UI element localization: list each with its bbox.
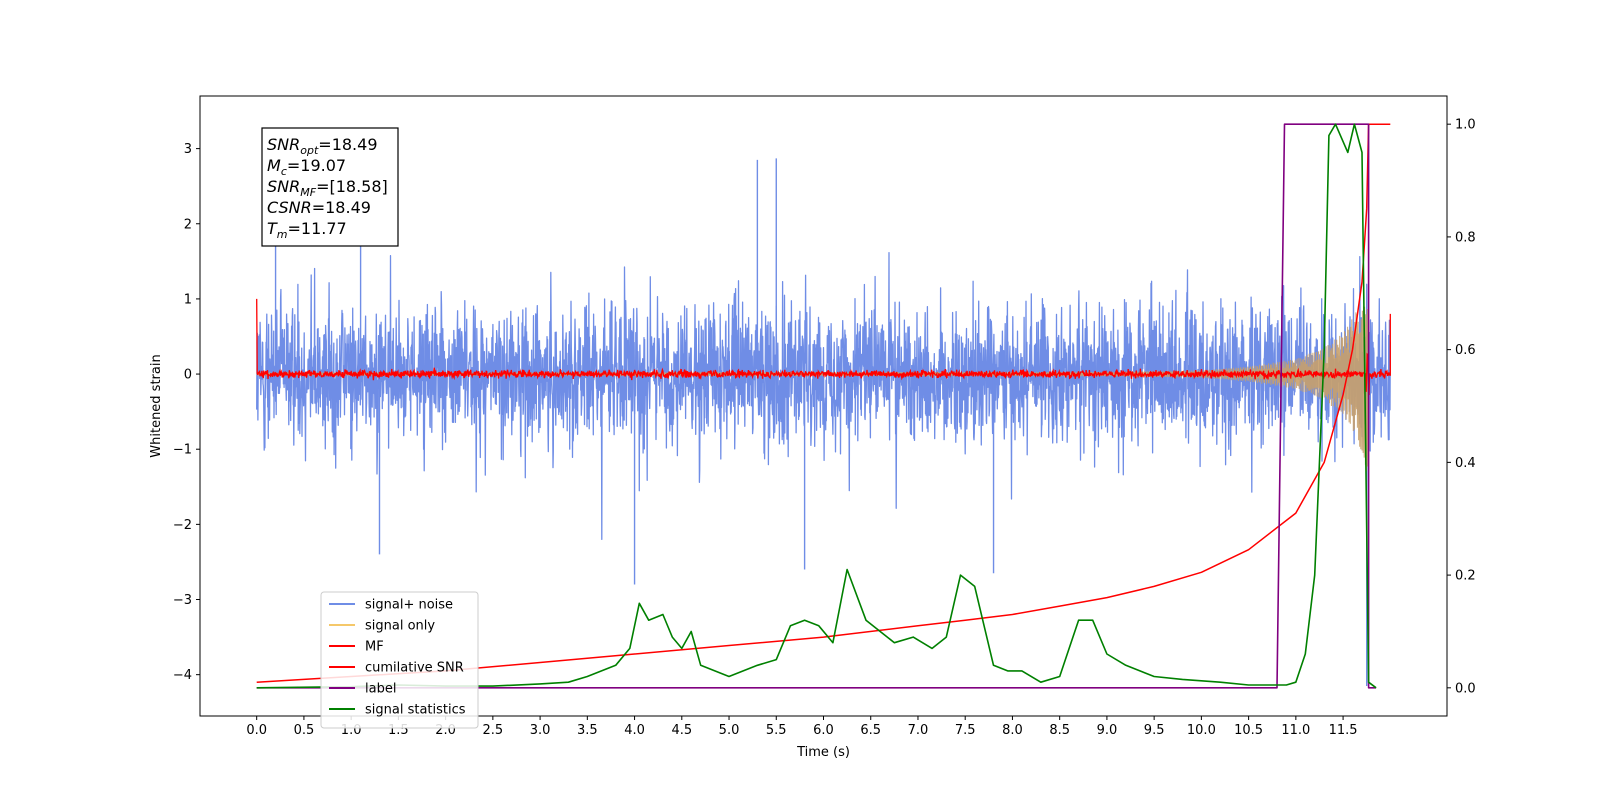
x-tick-label: 0.5 — [294, 723, 315, 738]
x-tick-label: 7.0 — [908, 723, 929, 738]
x-tick-label: 3.0 — [530, 723, 551, 738]
series-label-line — [256, 123, 1377, 689]
x-tick-label: 2.5 — [483, 723, 504, 738]
x-tick-label: 11.5 — [1329, 723, 1358, 738]
annotation-value: =[18.58] — [316, 177, 388, 196]
annotation-subscript: c — [281, 165, 287, 178]
y-tick-label: 0 — [184, 368, 192, 383]
annotation-frame — [261, 127, 399, 247]
series-mf-line — [256, 298, 1391, 396]
y2-tick-label: 0.6 — [1455, 343, 1476, 358]
annotation-value: =19.07 — [287, 156, 346, 175]
annotation-line: CSNR=18.49 — [267, 198, 371, 217]
annotation-subscript: m — [277, 228, 288, 241]
x-tick-label: 5.5 — [766, 723, 787, 738]
x-tick-label: 8.5 — [1049, 723, 1070, 738]
legend-label: MF — [365, 640, 384, 655]
y-tick-label: −1 — [173, 443, 192, 458]
legend-label: label — [365, 682, 396, 697]
x-tick-label: 6.0 — [813, 723, 834, 738]
legend-label: signal+ noise — [365, 598, 453, 613]
legend-frame — [320, 591, 479, 729]
x-tick-label: 5.0 — [719, 723, 740, 738]
legend-label: cumilative SNR — [365, 661, 464, 676]
annotation-subscript: MF — [300, 186, 316, 199]
series-cumulative-snr-line — [256, 123, 1391, 683]
x-tick-label: 11.0 — [1281, 723, 1310, 738]
y-axis-title: Whitened strain — [149, 354, 164, 457]
annotation-symbol: SNR — [267, 177, 300, 196]
x-tick-label: 3.5 — [577, 723, 598, 738]
y2-tick-label: 0.2 — [1455, 569, 1476, 584]
x-tick-label: 4.0 — [624, 723, 645, 738]
annotation-value: =18.49 — [318, 135, 377, 154]
x-tick-label: 9.5 — [1144, 723, 1165, 738]
x-tick-label: 10.5 — [1234, 723, 1263, 738]
x-axis-title: Time (s) — [796, 745, 850, 760]
annotation-box: SNRopt=18.49Mc=19.07SNRMF=[18.58]CSNR=18… — [261, 127, 399, 247]
x-tick-label: 4.5 — [671, 723, 692, 738]
y2-tick-label: 0.8 — [1455, 230, 1476, 245]
series-layer — [256, 123, 1391, 689]
x-tick-label: 10.0 — [1187, 723, 1216, 738]
y-tick-label: 3 — [184, 142, 192, 157]
x-tick-label: 6.5 — [860, 723, 881, 738]
y-tick-label: 2 — [184, 217, 192, 232]
annotation-line: Tm=11.77 — [267, 219, 347, 241]
y-tick-label: 1 — [184, 292, 192, 307]
annotation-symbol: SNR — [267, 135, 300, 154]
y-tick-label: −2 — [173, 518, 192, 533]
annotation-symbol: T — [267, 219, 278, 238]
annotation-line: SNRMF=[18.58] — [267, 177, 388, 199]
y2-tick-label: 1.0 — [1455, 118, 1476, 133]
x-tick-label: 0.0 — [246, 723, 267, 738]
annotation-symbol: CSNR — [267, 198, 312, 217]
annotation-subscript: opt — [300, 144, 319, 157]
annotation-line: SNRopt=18.49 — [267, 135, 378, 157]
series-signal-noise-line — [256, 252, 1391, 541]
y-tick-label: −3 — [173, 593, 192, 608]
y2-tick-label: 0.4 — [1455, 456, 1476, 471]
legend: signal+ noise signal only MF cumilative SNR… — [320, 591, 479, 729]
annotation-value: =11.77 — [288, 219, 347, 238]
legend-label: signal only — [365, 619, 435, 634]
legend-label: signal statistics — [365, 703, 466, 718]
x-tick-label: 8.0 — [1002, 723, 1023, 738]
y2-tick-label: 0.0 — [1455, 681, 1476, 696]
annotation-symbol: M — [267, 156, 281, 175]
series-signal-statistics-line — [256, 123, 1377, 689]
x-tick-label: 7.5 — [955, 723, 976, 738]
y-tick-label: −4 — [173, 668, 192, 683]
annotation-value: =18.49 — [312, 198, 371, 217]
annotation-line: Mc=19.07 — [267, 156, 346, 178]
x-tick-label: 9.0 — [1097, 723, 1118, 738]
